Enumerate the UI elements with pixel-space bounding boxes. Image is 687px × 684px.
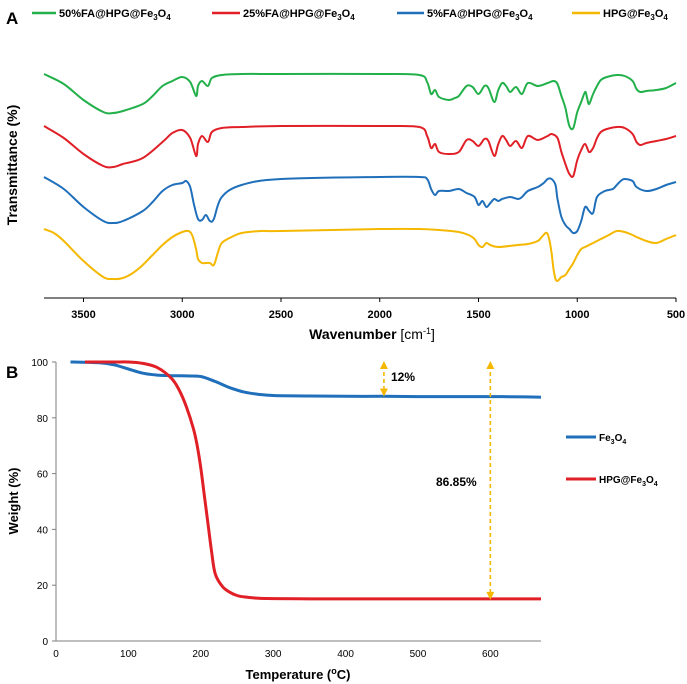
- annotation-arrowhead-bottom-1: [379, 388, 388, 397]
- annotation-86-85-percent: 86.85%: [436, 475, 477, 489]
- legend-label-50fa: 50%FA@HPG@Fe3O4: [59, 8, 171, 22]
- a-y-label: Transmittance (%): [4, 105, 20, 226]
- a-x-tick-label-1000: 1000: [565, 309, 589, 321]
- b-y-tick-label-100: 100: [31, 358, 48, 369]
- b-x-tick-label-500: 500: [410, 649, 427, 660]
- annotation-arrowhead-top-1: [379, 361, 388, 369]
- b-y-tick-label-80: 80: [37, 414, 49, 425]
- b-series-group: [70, 360, 542, 601]
- b-x-tick-label-0: 0: [53, 649, 59, 660]
- a-x-label: Wavenumber [cm-1]: [309, 326, 435, 342]
- legend-item-5fa: 5%FA@HPG@Fe3O4: [397, 8, 533, 22]
- b-annotation-group: [379, 361, 495, 600]
- legend-item-50fa: 50%FA@HPG@Fe3O4: [32, 8, 171, 22]
- b-y-tick-label-20: 20: [37, 581, 49, 592]
- legend-label-5fa: 5%FA@HPG@Fe3O4: [427, 8, 533, 22]
- panel-a-letter: A: [6, 9, 18, 28]
- ftir-series-line-3: [43, 175, 677, 235]
- a-x-tick-label-1500: 1500: [466, 309, 490, 321]
- legend-b: Fe3O4 HPG@Fe3O4: [566, 433, 658, 488]
- panel-b-letter: B: [6, 363, 18, 382]
- a-x-tick-label-2000: 2000: [368, 309, 392, 321]
- a-x-tick-label-3500: 3500: [71, 309, 95, 321]
- legend-a: 50%FA@HPG@Fe3O4 25%FA@HPG@Fe3O4 5%FA@HPG…: [32, 8, 668, 22]
- legend-label-hpg: HPG@Fe3O4: [603, 8, 668, 22]
- a-tick-group: 3500 3000 2500 2000 1500 1000 500: [71, 298, 685, 321]
- a-x-tick-label-3000: 3000: [170, 309, 194, 321]
- b-x-label: Temperature (oC): [246, 666, 351, 682]
- tga-series-line-1: [70, 360, 542, 399]
- legend-item-hpg-fe3o4: HPG@Fe3O4: [566, 475, 658, 488]
- b-x-tick-label-100: 100: [120, 649, 137, 660]
- b-x-tick-label-200: 200: [192, 649, 209, 660]
- b-x-tick-label-400: 400: [337, 649, 354, 660]
- b-tick-group: 0 100 200 300 400 500 600 0 20 40 60 80 100: [31, 358, 499, 660]
- b-y-tick-label-0: 0: [42, 637, 48, 648]
- annotation-12-percent: 12%: [391, 370, 415, 384]
- tga-series-line-2: [84, 360, 541, 601]
- a-series-group: [43, 72, 677, 282]
- annotation-arrowhead-bottom-2: [486, 591, 495, 600]
- ftir-series-line-4: [43, 227, 677, 282]
- a-x-tick-label-500: 500: [667, 309, 685, 321]
- b-y-tick-label-40: 40: [37, 525, 49, 536]
- legend-item-hpg: HPG@Fe3O4: [572, 8, 668, 22]
- legend-label-fe3o4: Fe3O4: [599, 433, 626, 446]
- legend-label-hpg-fe3o4: HPG@Fe3O4: [599, 475, 658, 488]
- ftir-series-line-1: [43, 72, 677, 131]
- a-x-tick-label-2500: 2500: [269, 309, 293, 321]
- legend-item-fe3o4: Fe3O4: [566, 433, 626, 446]
- b-x-tick-label-600: 600: [482, 649, 499, 660]
- b-x-tick-label-300: 300: [265, 649, 282, 660]
- legend-label-25fa: 25%FA@HPG@Fe3O4: [243, 8, 355, 22]
- annotation-arrowhead-top-2: [486, 361, 495, 369]
- legend-item-25fa: 25%FA@HPG@Fe3O4: [212, 8, 355, 22]
- b-y-label: Weight (%): [6, 468, 21, 535]
- b-y-tick-label-60: 60: [37, 470, 49, 481]
- ftir-series-line-2: [43, 124, 677, 178]
